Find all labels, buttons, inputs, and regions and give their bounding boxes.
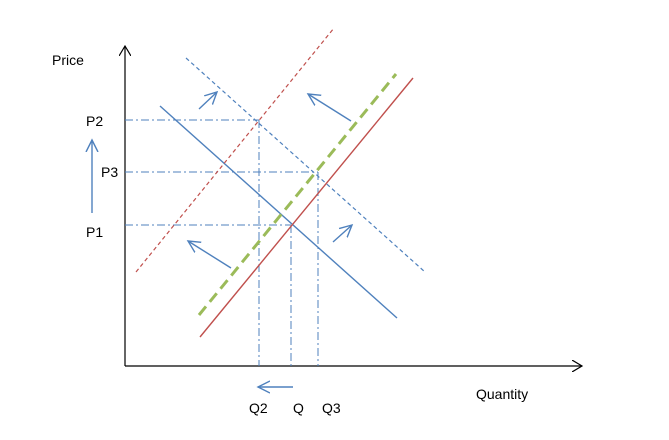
quantity-label-q: Q bbox=[293, 400, 304, 416]
arrow-supply-left-lower-icon bbox=[188, 241, 232, 269]
supply-curve bbox=[199, 77, 414, 338]
arrow-demand-up-icon bbox=[198, 92, 217, 110]
supply-curve-shifted-green bbox=[197, 73, 398, 316]
demand-curve-shifted bbox=[185, 57, 426, 273]
demand-curve bbox=[159, 105, 398, 319]
x-axis-label: Quantity bbox=[476, 386, 528, 402]
supply-curve-shifted-left bbox=[135, 27, 335, 273]
quantity-label-q2: Q2 bbox=[249, 400, 268, 416]
arrow-demand-right-icon bbox=[332, 225, 352, 243]
shift-arrows bbox=[92, 92, 352, 387]
price-label-p2: P2 bbox=[86, 113, 103, 129]
price-label-p1: P1 bbox=[86, 224, 103, 240]
price-label-p3: P3 bbox=[101, 164, 118, 180]
y-axis-label: Price bbox=[52, 52, 84, 68]
quantity-label-q3: Q3 bbox=[322, 400, 341, 416]
guide-lines bbox=[125, 119, 319, 366]
arrow-supply-left-upper-icon bbox=[308, 94, 352, 122]
